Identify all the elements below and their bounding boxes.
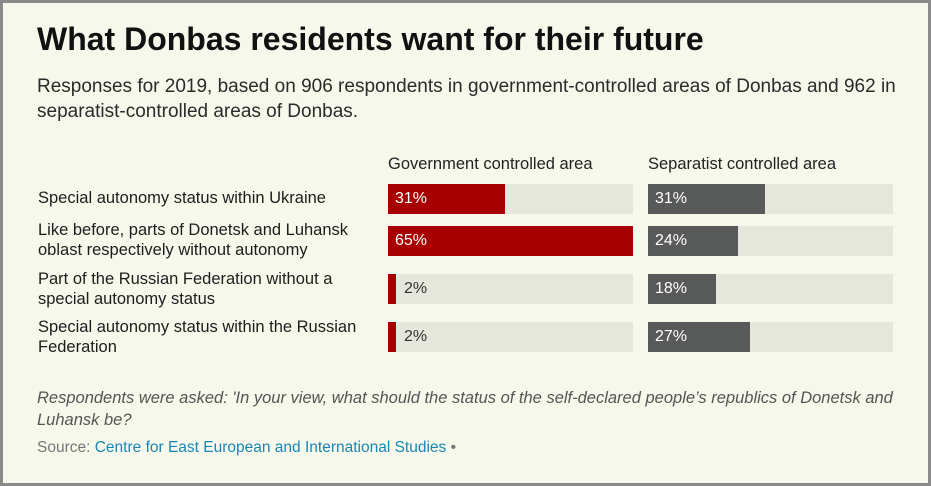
bar-track-gov-3: 2% <box>388 274 633 304</box>
column-header-sep: Separatist controlled area <box>648 155 837 173</box>
source-label: Source: <box>37 439 91 456</box>
bar-track-sep-1: 31% <box>648 184 893 214</box>
source-separator: • <box>450 439 457 456</box>
source-link[interactable]: Centre for East European and Internation… <box>94 439 447 456</box>
bar-gov-1 <box>388 184 505 214</box>
bar-sep-3 <box>648 274 716 304</box>
bar-gov-4 <box>388 322 396 352</box>
column-header-gov: Government controlled area <box>388 155 593 173</box>
data-label-sep-3: 18% <box>655 280 688 297</box>
data-label-gov-4: 2% <box>404 328 428 345</box>
data-label-sep-1: 31% <box>655 190 688 207</box>
chart-subtitle: Responses for 2019, based on 906 respond… <box>37 76 896 122</box>
bar-track-sep-2: 24% <box>648 226 893 256</box>
chart-title: What Donbas residents want for their fut… <box>37 21 704 57</box>
bar-track-sep-4: 27% <box>648 322 893 352</box>
bar-gov-2 <box>388 226 633 256</box>
bar-track-sep-3: 18% <box>648 274 893 304</box>
bar-sep-2 <box>648 226 738 256</box>
bar-sep-4 <box>648 322 750 352</box>
data-label-sep-2: 24% <box>655 232 688 249</box>
row-label-1: Special autonomy status within Ukraine <box>38 189 326 207</box>
data-label-gov-1: 31% <box>395 190 428 207</box>
data-label-gov-2: 65% <box>395 232 428 249</box>
source-line: Source: Centre for East European and Int… <box>37 439 456 457</box>
bar-track-gov-2: 65% <box>388 226 633 256</box>
data-label-sep-4: 27% <box>655 328 688 345</box>
row-label-2: Like before, parts of Donetsk and Luhans… <box>38 221 349 259</box>
bar-track-gov-4: 2% <box>388 322 633 352</box>
survey-question-note: Respondents were asked: 'In your view, w… <box>37 389 893 429</box>
row-label-4: Special autonomy status within the Russi… <box>38 318 357 356</box>
bar-track-gov-1: 31% <box>388 184 633 214</box>
row-label-3: Part of the Russian Federation without a… <box>38 270 333 308</box>
bar-sep-1 <box>648 184 765 214</box>
data-label-gov-3: 2% <box>404 280 428 297</box>
bar-gov-3 <box>388 274 396 304</box>
